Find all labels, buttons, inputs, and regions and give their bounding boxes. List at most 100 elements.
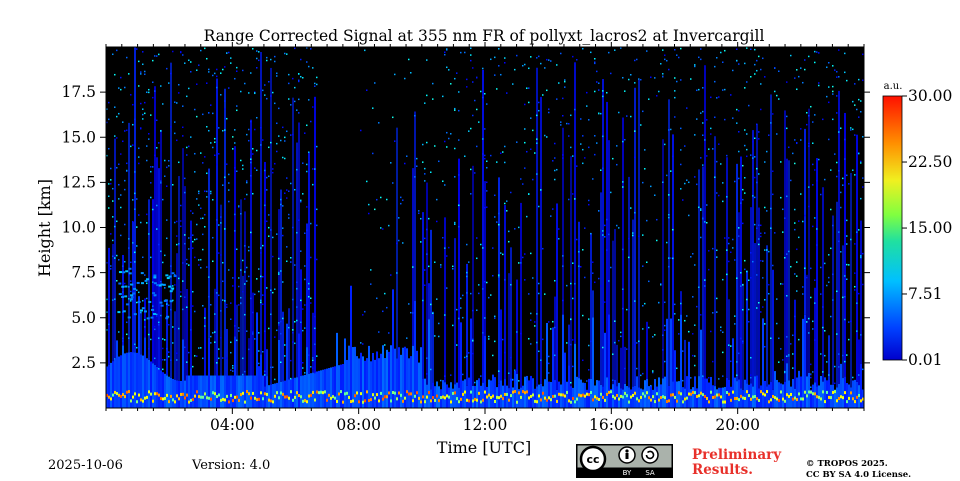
heat-cell: [822, 306, 824, 308]
heat-cell: [190, 61, 192, 63]
heat-cell: [666, 241, 668, 244]
heat-cell: [600, 112, 602, 115]
heat-cell: [244, 211, 246, 376]
heat-cell: [260, 354, 262, 408]
heat-cell: [810, 296, 812, 299]
heat-cell: [484, 281, 486, 283]
heat-cell: [704, 378, 706, 408]
heat-cell: [318, 370, 320, 408]
heat-cell: [232, 399, 234, 403]
heat-cell: [280, 391, 282, 395]
heat-cell: [736, 396, 738, 400]
heat-cell: [364, 399, 366, 403]
heat-cell: [292, 133, 294, 136]
heat-cell: [272, 168, 274, 170]
heat-cell: [112, 393, 114, 397]
heat-cell: [852, 169, 854, 171]
heat-cell: [784, 399, 786, 403]
heat-cell: [810, 376, 812, 379]
heat-cell: [544, 379, 546, 408]
heat-cell: [632, 232, 634, 234]
heat-cell: [482, 67, 484, 70]
heat-cell: [814, 302, 816, 304]
heat-cell: [744, 177, 746, 179]
heat-cell: [532, 277, 534, 279]
heat-cell: [360, 352, 362, 408]
heat-cell: [498, 396, 500, 400]
heat-cell: [236, 109, 238, 112]
heat-cell: [190, 71, 192, 73]
heat-cell: [698, 88, 700, 91]
heat-cell: [448, 246, 450, 249]
heat-cell: [192, 375, 194, 408]
heat-cell: [132, 123, 134, 126]
heat-cell: [190, 398, 192, 402]
y-axis-label: Height [km]: [35, 179, 54, 277]
heat-cell: [554, 169, 556, 172]
heat-cell: [860, 100, 862, 102]
heat-cell: [454, 238, 456, 385]
heat-cell: [456, 344, 458, 346]
heat-cell: [750, 207, 752, 384]
heat-cell: [142, 113, 144, 116]
heat-cell: [236, 375, 238, 408]
heat-cell: [230, 302, 232, 304]
heat-cell: [122, 340, 124, 342]
heat-cell: [192, 240, 194, 243]
heat-cell: [850, 387, 852, 408]
heat-cell: [222, 261, 224, 264]
heat-cell: [416, 165, 418, 168]
heat-cell: [110, 362, 112, 408]
heat-cell: [186, 361, 188, 363]
heat-cell: [486, 395, 488, 399]
heat-cell: [330, 396, 332, 400]
heat-cell: [722, 182, 724, 184]
heat-cell: [290, 261, 292, 263]
heat-cell: [492, 274, 494, 277]
heat-cell: [632, 234, 634, 237]
heat-cell: [186, 375, 188, 408]
heat-cell: [600, 384, 602, 408]
heat-cell: [512, 83, 514, 85]
x-tick-label: 12:00: [463, 416, 508, 434]
heat-cell: [780, 161, 782, 163]
heat-cell: [294, 377, 296, 408]
heat-cell: [522, 385, 524, 408]
heat-cell: [280, 139, 282, 142]
heat-cell: [524, 103, 526, 106]
heat-cell: [498, 212, 500, 215]
heat-cell: [746, 270, 748, 273]
heat-cell: [378, 122, 380, 124]
heat-cell: [454, 223, 456, 226]
heat-cell: [552, 208, 554, 210]
heat-cell: [276, 233, 278, 235]
heat-cell: [474, 385, 476, 408]
heat-cell: [492, 354, 494, 357]
heat-cell: [214, 154, 216, 157]
heat-cell: [714, 80, 716, 83]
heat-cell: [152, 363, 154, 408]
heat-cell: [264, 386, 266, 408]
heat-cell: [458, 158, 460, 388]
heat-cell: [790, 265, 792, 268]
heat-cell: [844, 295, 846, 298]
heat-cell: [682, 199, 684, 201]
heat-cell: [168, 304, 170, 306]
heat-cell: [114, 257, 116, 259]
heat-cell: [634, 82, 636, 84]
heat-cell: [408, 58, 410, 61]
heat-cell: [770, 122, 772, 124]
heat-cell: [386, 198, 388, 201]
heat-cell: [114, 358, 116, 360]
heat-cell: [704, 285, 706, 287]
heat-cell: [768, 134, 770, 136]
heat-cell: [130, 290, 132, 293]
heat-cell: [642, 234, 644, 236]
heat-cell: [266, 189, 268, 191]
heat-cell: [122, 265, 124, 267]
heat-cell: [114, 106, 116, 108]
heat-cell: [164, 175, 166, 177]
heat-cell: [824, 330, 826, 332]
heat-cell: [262, 351, 264, 353]
heat-cell: [604, 398, 606, 402]
